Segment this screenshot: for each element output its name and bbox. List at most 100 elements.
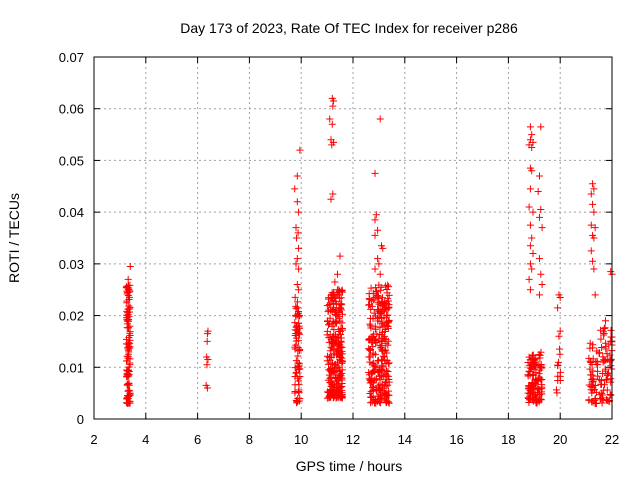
data-point: [591, 381, 599, 389]
data-point: [377, 392, 385, 400]
data-point: [293, 172, 301, 180]
data-point: [366, 390, 374, 398]
data-point: [338, 392, 346, 400]
data-point: [607, 391, 615, 399]
data-point: [329, 340, 337, 348]
data-point: [124, 324, 132, 332]
data-point: [325, 371, 333, 379]
data-point: [124, 275, 132, 283]
data-point: [126, 329, 134, 337]
data-point: [591, 224, 599, 232]
data-point: [365, 368, 373, 376]
data-point: [524, 372, 532, 380]
data-point: [291, 185, 299, 193]
data-point: [366, 322, 374, 330]
data-point: [124, 309, 132, 317]
data-point: [294, 359, 302, 367]
x-axis-label: GPS time / hours: [296, 458, 403, 474]
data-point: [126, 322, 134, 330]
data-point: [376, 391, 384, 399]
data-point: [366, 346, 374, 354]
data-point: [333, 381, 341, 389]
data-point: [597, 335, 605, 343]
data-point: [203, 361, 211, 369]
data-point: [529, 138, 537, 146]
data-point: [587, 247, 595, 255]
data-point: [374, 306, 382, 314]
data-point: [291, 389, 299, 397]
data-point: [528, 354, 536, 362]
data-point: [296, 365, 304, 373]
data-point: [525, 353, 533, 361]
data-point: [293, 334, 301, 342]
data-point: [370, 309, 378, 317]
data-point: [381, 282, 389, 290]
data-point: [327, 195, 335, 203]
data-point: [528, 131, 536, 139]
data-point: [381, 326, 389, 334]
data-point: [203, 384, 211, 392]
data-point: [385, 387, 393, 395]
data-point: [538, 375, 546, 383]
data-point: [531, 362, 539, 370]
data-point: [382, 318, 390, 326]
data-point: [338, 354, 346, 362]
data-point: [366, 320, 374, 328]
data-point: [374, 226, 382, 234]
data-point: [371, 265, 379, 273]
data-point: [597, 380, 605, 388]
data-point: [292, 369, 300, 377]
data-point: [376, 324, 384, 332]
data-point: [589, 200, 597, 208]
data-point: [123, 299, 131, 307]
data-point: [329, 190, 337, 198]
data-point: [292, 302, 300, 310]
x-tick-label: 14: [398, 432, 412, 447]
data-point: [528, 378, 536, 386]
data-point: [378, 328, 386, 336]
data-point: [555, 332, 563, 340]
data-point: [591, 291, 599, 299]
data-point: [293, 304, 301, 312]
data-point: [295, 208, 303, 216]
data-point: [369, 332, 377, 340]
data-point: [537, 270, 545, 278]
data-point: [335, 326, 343, 334]
data-point: [379, 352, 387, 360]
data-point: [382, 378, 390, 386]
data-point: [373, 330, 381, 338]
data-point: [594, 372, 602, 380]
data-point: [323, 302, 331, 310]
data-point: [597, 326, 605, 334]
data-point: [371, 216, 379, 224]
data-point: [533, 388, 541, 396]
data-point: [338, 343, 346, 351]
data-point: [375, 384, 383, 392]
data-point: [602, 376, 610, 384]
data-point: [374, 292, 382, 300]
data-point: [538, 224, 546, 232]
data-point: [295, 286, 303, 294]
data-point: [535, 255, 543, 263]
x-tick-label: 4: [142, 432, 149, 447]
data-point: [384, 372, 392, 380]
data-point: [378, 365, 386, 373]
y-tick-label: 0.01: [59, 360, 84, 375]
data-point: [333, 270, 341, 278]
data-point: [556, 350, 564, 358]
data-point: [525, 367, 533, 375]
data-point: [335, 367, 343, 375]
x-tick-label: 16: [449, 432, 463, 447]
data-point: [556, 327, 564, 335]
data-point: [382, 359, 390, 367]
data-point: [603, 386, 611, 394]
data-point: [330, 97, 338, 105]
data-point: [381, 396, 389, 404]
data-point: [293, 368, 301, 376]
data-point: [529, 370, 537, 378]
data-point: [294, 326, 302, 334]
x-tick-label: 12: [346, 432, 360, 447]
data-point: [379, 244, 387, 252]
data-point: [292, 260, 300, 268]
data-point: [328, 120, 336, 128]
